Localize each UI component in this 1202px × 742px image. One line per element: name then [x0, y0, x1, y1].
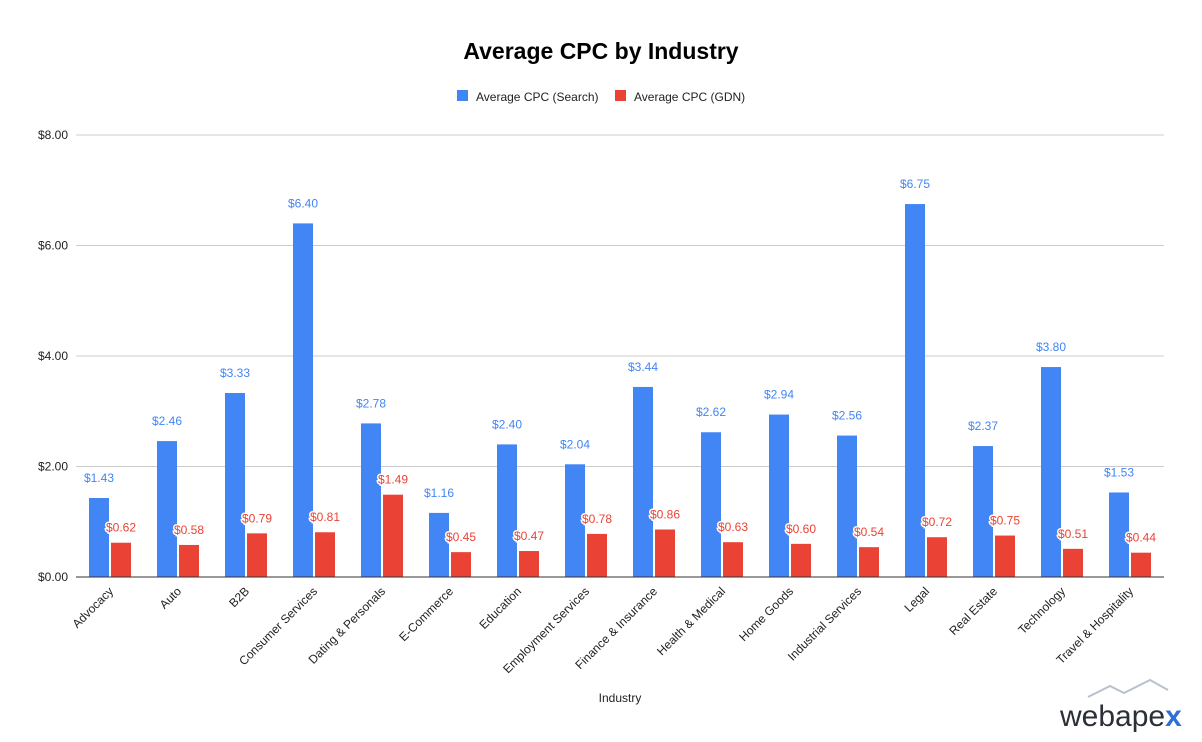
x-tick-label: B2B	[226, 584, 252, 610]
y-tick-label: $2.00	[38, 460, 68, 474]
data-label-search: $2.40	[492, 417, 522, 431]
data-label-search: $6.40	[288, 196, 318, 210]
x-tick-label: Legal	[901, 584, 932, 615]
bar-gdn	[587, 533, 607, 577]
x-tick-label: Dating & Personals	[306, 584, 389, 667]
data-label-gdn: $0.75	[990, 514, 1020, 528]
data-label-gdn: $0.86	[650, 507, 680, 521]
bar-search	[89, 497, 109, 577]
data-label-gdn: $0.58	[174, 523, 204, 537]
bar-search	[157, 441, 177, 577]
webapex-logo: webapex	[1059, 678, 1182, 733]
data-label-search: $2.37	[968, 419, 998, 433]
bar-gdn	[1063, 548, 1083, 577]
bar-gdn	[383, 494, 403, 577]
x-tick-label: Auto	[157, 584, 185, 612]
legend-swatch-gdn	[615, 90, 626, 101]
data-label-search: $2.56	[832, 409, 862, 423]
bar-search	[565, 464, 585, 577]
y-tick-label: $0.00	[38, 570, 68, 584]
data-label-gdn: $0.78	[582, 512, 612, 526]
bar-gdn	[859, 547, 879, 577]
data-label-gdn: $0.79	[242, 511, 272, 525]
bar-search	[225, 393, 245, 577]
data-label-search: $2.04	[560, 437, 590, 451]
data-label-gdn: $0.72	[922, 515, 952, 529]
x-tick-label: Education	[476, 584, 524, 632]
x-tick-label: Health & Medical	[654, 584, 728, 658]
x-tick-label: Advocacy	[69, 584, 116, 631]
bar-search	[497, 444, 517, 577]
bar-gdn	[1131, 552, 1151, 577]
logo-mountain-icon	[1087, 678, 1169, 698]
bar-search	[701, 432, 721, 577]
bar-search	[429, 512, 449, 577]
bar-gdn	[791, 543, 811, 577]
bars	[89, 204, 1151, 577]
bar-gdn	[179, 544, 199, 577]
x-tick-label: Technology	[1015, 584, 1068, 637]
bar-search	[361, 423, 381, 577]
bar-gdn	[927, 537, 947, 577]
bar-search	[837, 435, 857, 577]
x-axis-title: Industry	[599, 691, 642, 705]
data-label-search: $3.44	[628, 360, 658, 374]
data-label-search: $1.53	[1104, 465, 1134, 479]
bar-search	[973, 446, 993, 577]
data-label-gdn: $0.51	[1058, 527, 1088, 541]
bar-search	[905, 204, 925, 577]
data-label-search: $2.62	[696, 405, 726, 419]
legend-swatch-search	[457, 90, 468, 101]
legend: Average CPC (Search) Average CPC (GDN)	[457, 90, 745, 104]
data-label-search: $2.94	[764, 388, 794, 402]
bar-search	[293, 223, 313, 577]
y-tick-label: $4.00	[38, 349, 68, 363]
data-label-gdn: $0.63	[718, 520, 748, 534]
data-label-search: $3.80	[1036, 340, 1066, 354]
bar-gdn	[995, 535, 1015, 577]
y-tick-label: $8.00	[38, 128, 68, 142]
data-label-gdn: $0.45	[446, 530, 476, 544]
x-tick-label: Industrial Services	[785, 584, 864, 663]
data-label-search: $3.33	[220, 366, 250, 380]
bar-gdn	[723, 542, 743, 577]
data-label-search: $1.16	[424, 486, 454, 500]
y-axis-ticks: $0.00 $2.00 $4.00 $6.00 $8.00	[38, 128, 68, 584]
x-tick-label: Travel & Hospitality	[1053, 584, 1136, 667]
data-labels: $1.43 $0.62 $2.46 $0.58 $3.33 $0.79 $6.40 $0.81…	[84, 177, 1158, 546]
bar-gdn	[655, 529, 675, 577]
data-label-gdn: $1.49	[378, 473, 408, 487]
bar-gdn	[247, 533, 267, 577]
bar-search	[1109, 492, 1129, 577]
data-label-gdn: $0.44	[1126, 531, 1156, 545]
data-label-gdn: $0.54	[854, 525, 884, 539]
y-tick-label: $6.00	[38, 239, 68, 253]
legend-label-gdn: Average CPC (GDN)	[634, 90, 745, 104]
data-label-gdn: $0.81	[310, 510, 340, 524]
bar-gdn	[315, 532, 335, 577]
x-tick-label: Home Goods	[736, 584, 796, 644]
data-label-gdn: $0.62	[106, 521, 136, 535]
data-label-gdn: $0.47	[514, 529, 544, 543]
data-label-search: $2.78	[356, 396, 386, 410]
bar-gdn	[519, 551, 539, 577]
logo-text: webapex	[1059, 700, 1182, 733]
bar-gdn	[451, 552, 471, 577]
data-label-search: $2.46	[152, 414, 182, 428]
data-label-search: $1.43	[84, 471, 114, 485]
data-label-search: $6.75	[900, 177, 930, 191]
bar-search	[769, 414, 789, 577]
x-tick-label: Real Estate	[946, 584, 1000, 638]
bar-gdn	[111, 542, 131, 577]
legend-label-search: Average CPC (Search)	[476, 90, 599, 104]
x-tick-label: E-Commerce	[396, 584, 456, 644]
bar-search	[1041, 367, 1061, 577]
chart-title: Average CPC by Industry	[463, 38, 738, 64]
bar-search	[633, 386, 653, 577]
data-label-gdn: $0.60	[786, 522, 816, 536]
